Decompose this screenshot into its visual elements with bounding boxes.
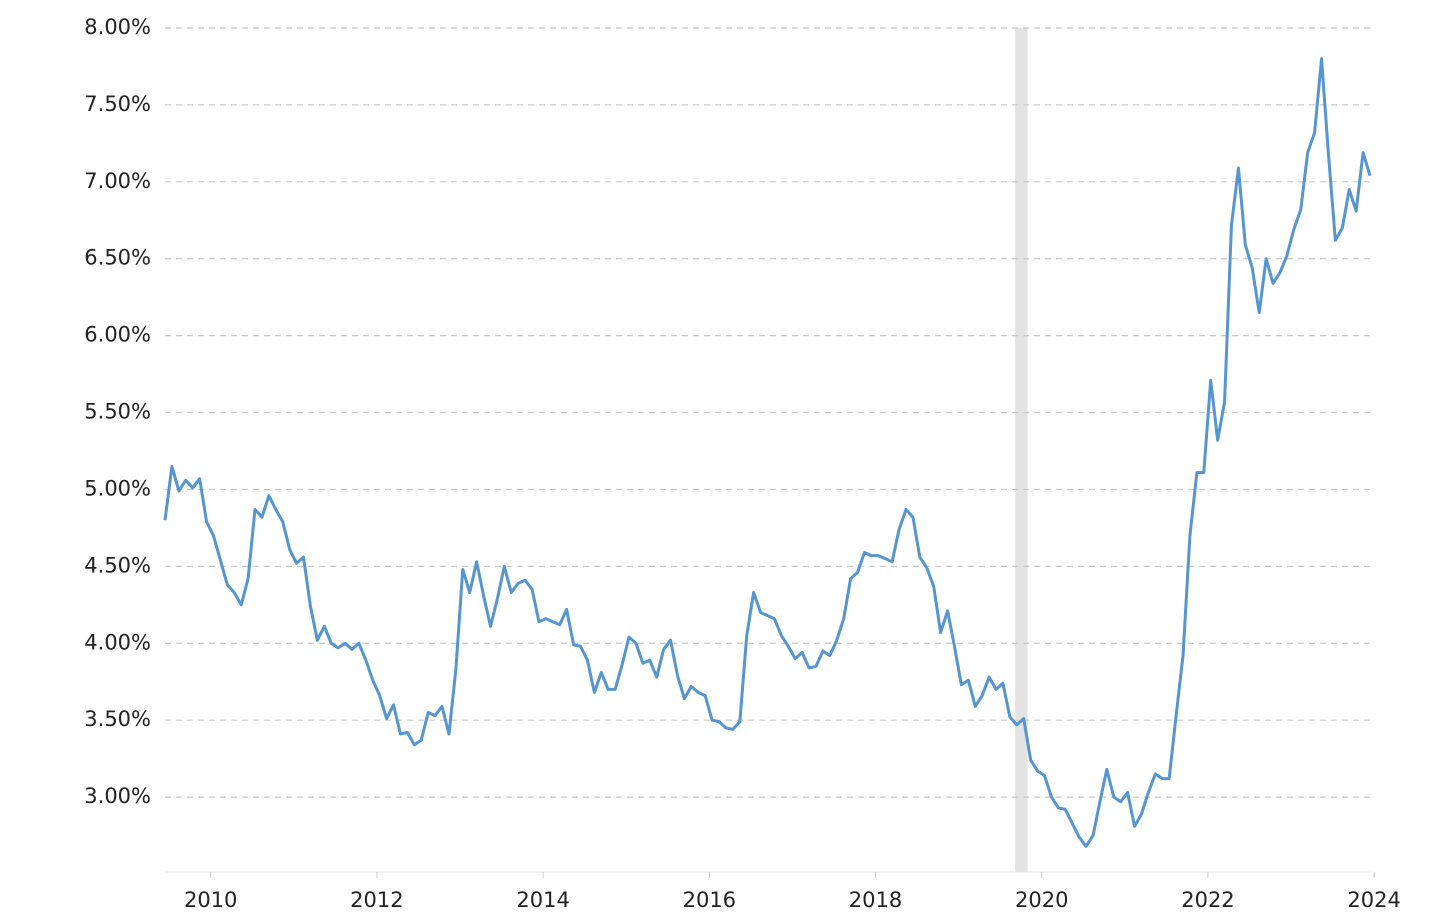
data-line bbox=[163, 57, 1372, 848]
y-tick-label: 7.50% bbox=[84, 92, 151, 116]
x-tick-label: 2016 bbox=[683, 888, 736, 912]
x-tick-label: 2024 bbox=[1347, 888, 1400, 912]
x-tick-label: 2022 bbox=[1181, 888, 1234, 912]
y-tick-label: 3.00% bbox=[84, 784, 151, 808]
y-tick-label: 6.50% bbox=[84, 246, 151, 270]
y-tick-label: 7.00% bbox=[84, 169, 151, 193]
shaded-region bbox=[1015, 28, 1028, 872]
y-tick-label: 5.00% bbox=[84, 476, 151, 500]
y-tick-label: 5.50% bbox=[84, 400, 151, 424]
y-tick-label: 8.00% bbox=[84, 15, 151, 39]
x-tick-label: 2020 bbox=[1015, 888, 1068, 912]
y-tick-label: 4.50% bbox=[84, 553, 151, 577]
x-tick-label: 2010 bbox=[184, 888, 237, 912]
x-tick-label: 2012 bbox=[350, 888, 403, 912]
y-tick-label: 4.00% bbox=[84, 630, 151, 654]
y-tick-label: 3.50% bbox=[84, 707, 151, 731]
x-tick-label: 2014 bbox=[516, 888, 569, 912]
x-tick-label: 2018 bbox=[849, 888, 902, 912]
y-tick-label: 6.00% bbox=[84, 323, 151, 347]
